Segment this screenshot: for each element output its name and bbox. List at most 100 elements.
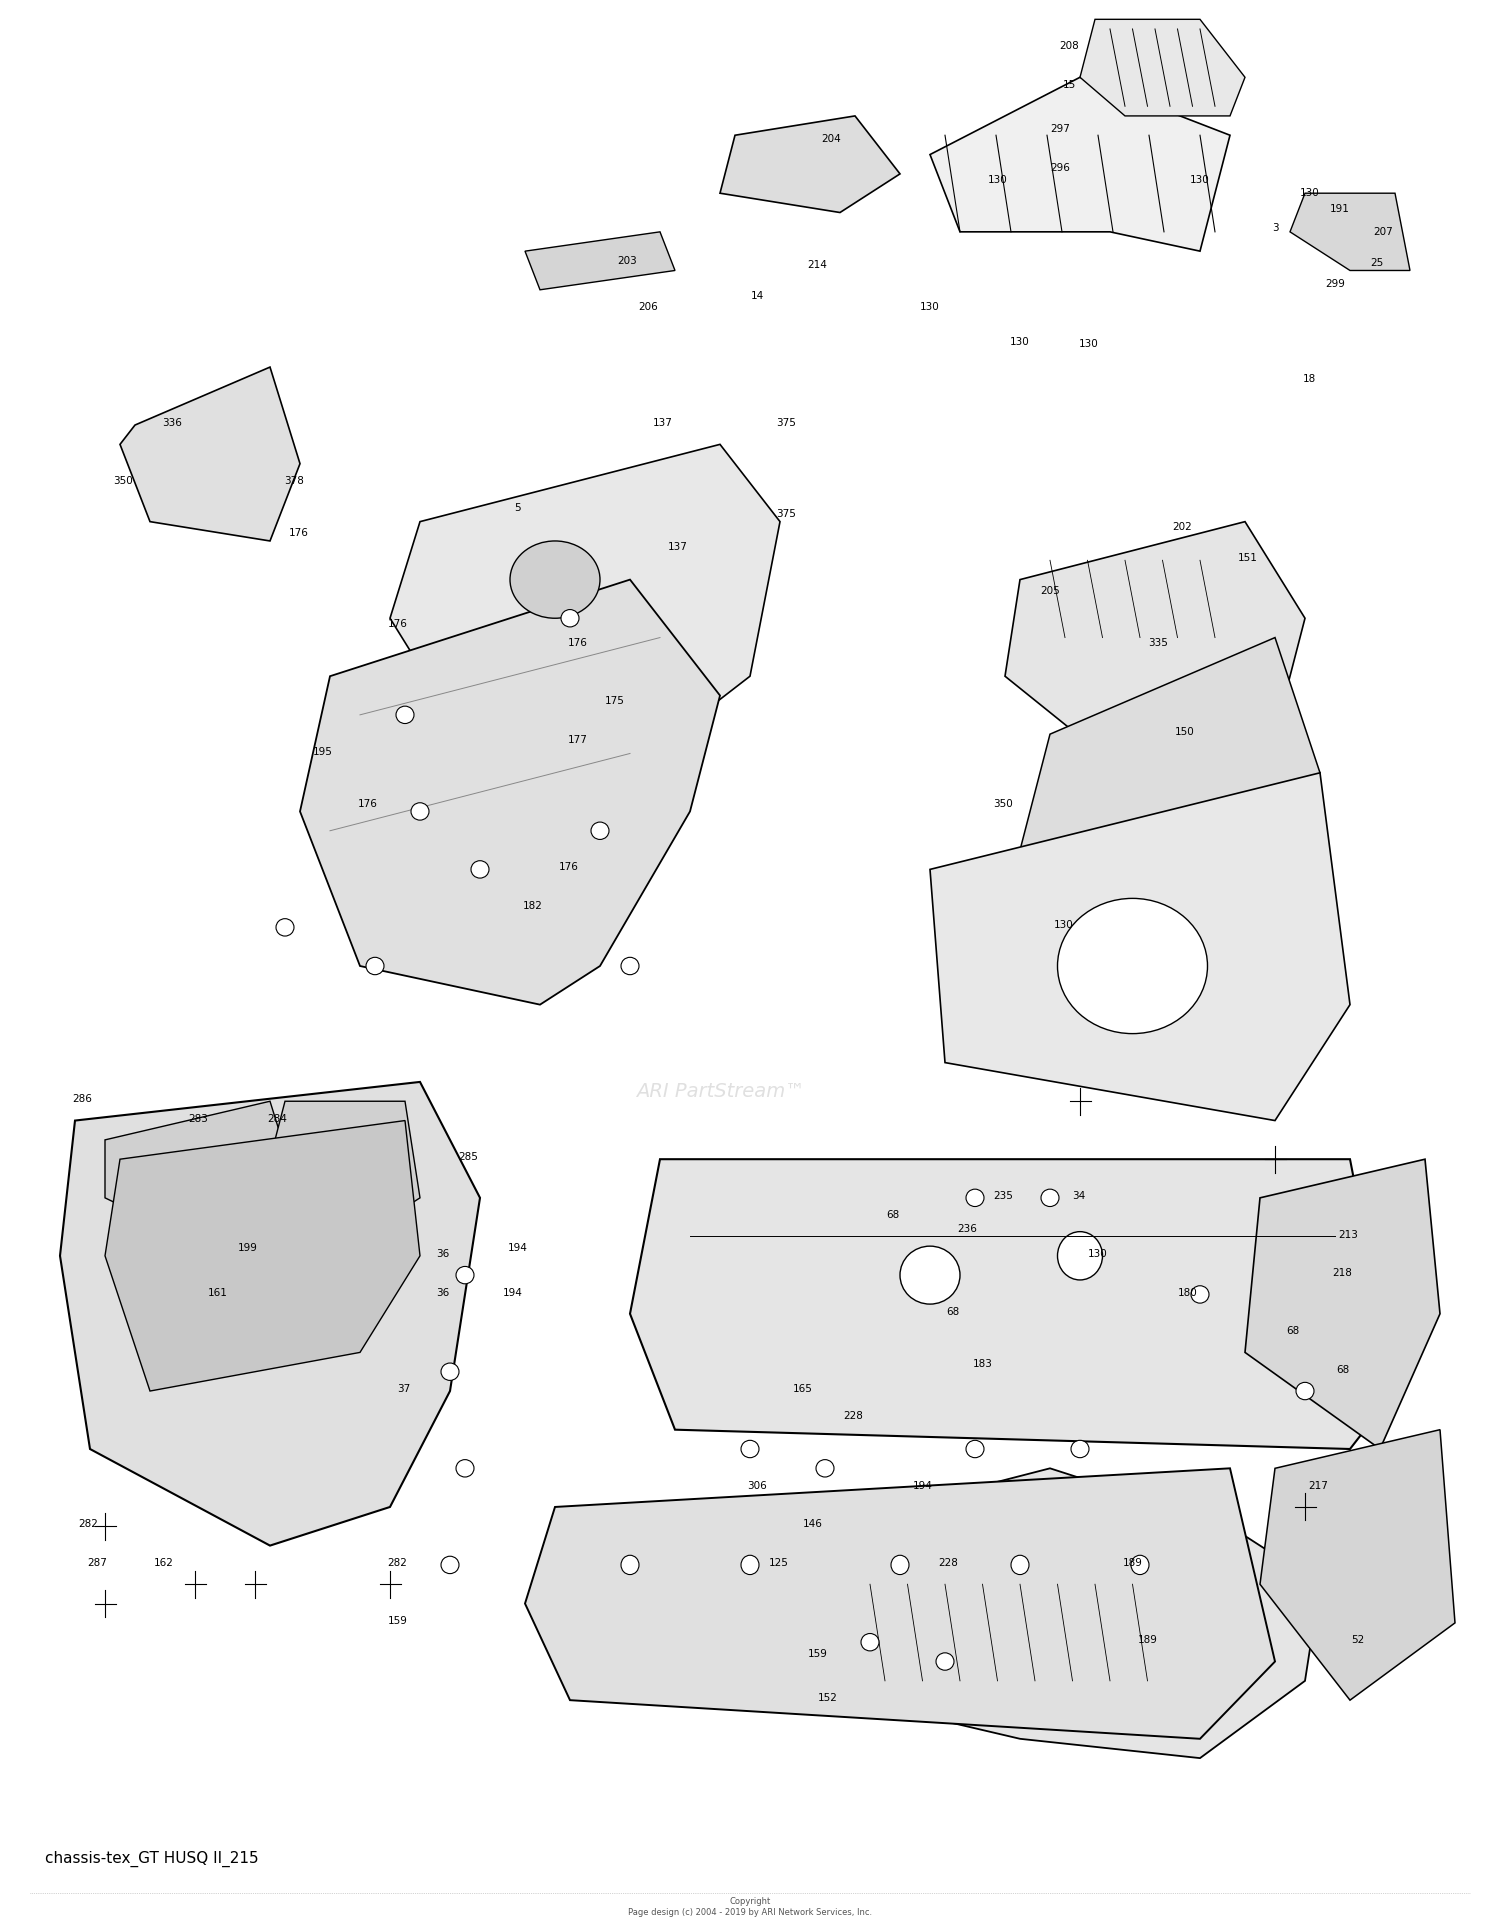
Ellipse shape xyxy=(471,862,489,877)
Ellipse shape xyxy=(591,823,609,838)
Text: 282: 282 xyxy=(387,1557,408,1569)
Ellipse shape xyxy=(411,804,429,819)
Text: 217: 217 xyxy=(1308,1480,1329,1492)
Text: 146: 146 xyxy=(802,1519,824,1530)
Ellipse shape xyxy=(456,1267,474,1285)
Text: 297: 297 xyxy=(1050,124,1071,135)
Text: Page design (c) 2004 - 2019 by ARI Network Services, Inc.: Page design (c) 2004 - 2019 by ARI Netwo… xyxy=(628,1909,872,1917)
Ellipse shape xyxy=(1296,1383,1314,1399)
Text: 130: 130 xyxy=(1078,338,1100,350)
Text: 189: 189 xyxy=(1122,1557,1143,1569)
Text: 130: 130 xyxy=(1299,187,1320,199)
Ellipse shape xyxy=(1191,1287,1209,1304)
Ellipse shape xyxy=(441,1364,459,1379)
Text: 287: 287 xyxy=(87,1557,108,1569)
Ellipse shape xyxy=(621,956,639,974)
Polygon shape xyxy=(1080,19,1245,116)
Text: 165: 165 xyxy=(792,1383,813,1395)
Ellipse shape xyxy=(1041,1188,1059,1206)
Text: 125: 125 xyxy=(768,1557,789,1569)
Text: 130: 130 xyxy=(920,301,940,313)
Polygon shape xyxy=(120,367,300,541)
Ellipse shape xyxy=(891,1555,909,1575)
Text: 214: 214 xyxy=(807,259,828,270)
Text: 191: 191 xyxy=(1329,203,1350,214)
Text: 235: 235 xyxy=(993,1190,1014,1202)
Polygon shape xyxy=(1005,522,1305,773)
Polygon shape xyxy=(1245,1159,1440,1449)
Ellipse shape xyxy=(441,1557,459,1573)
Polygon shape xyxy=(1260,1430,1455,1700)
Polygon shape xyxy=(525,1468,1275,1739)
Ellipse shape xyxy=(741,1555,759,1575)
Text: 162: 162 xyxy=(153,1557,174,1569)
Ellipse shape xyxy=(621,1555,639,1575)
Text: 299: 299 xyxy=(1324,278,1346,290)
Polygon shape xyxy=(270,1101,420,1236)
Ellipse shape xyxy=(741,1441,759,1459)
Text: 176: 176 xyxy=(567,638,588,649)
Text: 306: 306 xyxy=(747,1480,768,1492)
Text: 202: 202 xyxy=(1172,522,1192,533)
Text: 208: 208 xyxy=(1059,41,1080,52)
Text: 152: 152 xyxy=(818,1692,839,1704)
Ellipse shape xyxy=(900,1246,960,1304)
Ellipse shape xyxy=(1131,1555,1149,1575)
Polygon shape xyxy=(780,1468,1320,1758)
Text: 375: 375 xyxy=(776,417,796,429)
Text: 176: 176 xyxy=(387,618,408,630)
Text: 176: 176 xyxy=(558,862,579,873)
Polygon shape xyxy=(630,1159,1395,1449)
Text: 175: 175 xyxy=(604,696,625,707)
Text: 228: 228 xyxy=(938,1557,958,1569)
Ellipse shape xyxy=(936,1652,954,1669)
Ellipse shape xyxy=(276,920,294,937)
Text: 195: 195 xyxy=(312,746,333,757)
Text: 177: 177 xyxy=(567,734,588,746)
Ellipse shape xyxy=(510,541,600,618)
Ellipse shape xyxy=(1058,1233,1102,1279)
Text: 137: 137 xyxy=(652,417,674,429)
Text: 176: 176 xyxy=(357,798,378,810)
Text: 52: 52 xyxy=(1352,1634,1364,1646)
Text: 130: 130 xyxy=(1053,920,1074,931)
Text: 283: 283 xyxy=(188,1113,209,1124)
Ellipse shape xyxy=(396,707,414,724)
Text: 286: 286 xyxy=(72,1094,93,1105)
Text: chassis-tex_GT HUSQ II_215: chassis-tex_GT HUSQ II_215 xyxy=(45,1851,258,1866)
Text: 284: 284 xyxy=(267,1113,288,1124)
Text: 375: 375 xyxy=(776,508,796,520)
Text: 236: 236 xyxy=(957,1223,978,1235)
Polygon shape xyxy=(390,444,780,734)
Text: 25: 25 xyxy=(1371,257,1383,269)
Polygon shape xyxy=(1290,193,1410,270)
Text: 161: 161 xyxy=(207,1287,228,1298)
Text: 68: 68 xyxy=(886,1209,898,1221)
Text: 378: 378 xyxy=(284,475,304,487)
Text: 3: 3 xyxy=(1272,222,1278,234)
Ellipse shape xyxy=(861,1633,879,1650)
Text: 182: 182 xyxy=(522,900,543,912)
Polygon shape xyxy=(720,116,900,213)
Text: 5: 5 xyxy=(514,502,520,514)
Text: 14: 14 xyxy=(752,290,764,301)
Ellipse shape xyxy=(1011,1555,1029,1575)
Text: 228: 228 xyxy=(843,1410,864,1422)
Text: 15: 15 xyxy=(1064,79,1076,91)
Text: 68: 68 xyxy=(946,1306,958,1318)
Text: 206: 206 xyxy=(638,301,658,313)
Polygon shape xyxy=(60,1082,480,1546)
Text: 336: 336 xyxy=(162,417,183,429)
Text: 335: 335 xyxy=(1148,638,1168,649)
Text: 36: 36 xyxy=(436,1248,448,1260)
Polygon shape xyxy=(1020,638,1320,966)
Polygon shape xyxy=(105,1121,420,1391)
Ellipse shape xyxy=(561,611,579,626)
Text: 194: 194 xyxy=(912,1480,933,1492)
Ellipse shape xyxy=(1058,898,1208,1034)
Text: 18: 18 xyxy=(1304,373,1316,384)
Text: 199: 199 xyxy=(237,1242,258,1254)
Text: 68: 68 xyxy=(1287,1325,1299,1337)
Text: 130: 130 xyxy=(1190,174,1210,185)
Text: 159: 159 xyxy=(807,1648,828,1660)
